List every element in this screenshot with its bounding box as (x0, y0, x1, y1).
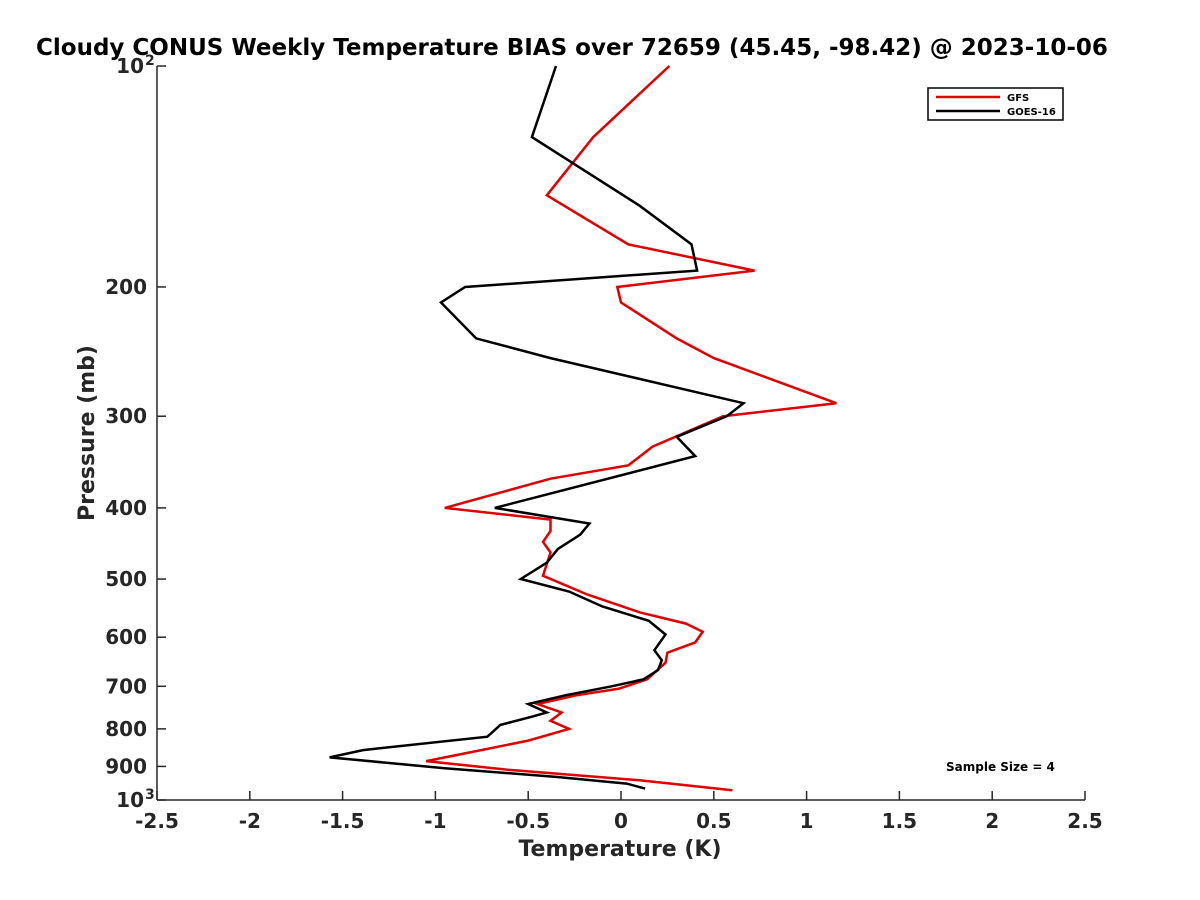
x-tick-label: 0.5 (696, 809, 731, 833)
x-axis-label: Temperature (K) (518, 837, 721, 862)
y-tick-label: 800 (105, 717, 147, 741)
axes-layer: -2.5 -2 -1.5 -1 -0.5 0 0.5 1 1.5 2 2.510 2200300400… (105, 53, 1102, 833)
y-tick-label: 700 (105, 674, 147, 698)
y-tick-label: 600 (105, 625, 147, 649)
legend-label-gfs: GFS (1007, 93, 1029, 104)
x-tick-label: 1.5 (882, 809, 917, 833)
x-tick-label: 0 (614, 809, 628, 833)
x-tick-label: 1 (800, 809, 814, 833)
y-tick-label: 10 (116, 54, 144, 78)
series-line-gfs (425, 65, 837, 792)
y-tick-label: 200 (105, 275, 147, 299)
legend-label-goes16: GOES-16 (1007, 107, 1056, 118)
x-tick-label: -2.5 (135, 809, 179, 833)
x-tick-label: -2 (239, 809, 261, 833)
y-tick-label: 10 (116, 788, 144, 812)
y-tick-label: 500 (105, 567, 147, 591)
series-line-goes-16 (329, 65, 747, 790)
y-tick-exponent: 2 (145, 53, 155, 69)
sample-size-annotation: Sample Size = 4 (946, 760, 1055, 774)
series-layer (329, 65, 837, 792)
y-tick-exponent: 3 (145, 787, 155, 803)
x-tick-label: 2.5 (1067, 809, 1102, 833)
legend-box (927, 87, 1064, 121)
chart-title: Cloudy CONUS Weekly Temperature BIAS ove… (36, 35, 1108, 61)
x-tick-label: -0.5 (506, 809, 550, 833)
x-tick-label: 2 (985, 809, 999, 833)
y-tick-label: 900 (105, 754, 147, 778)
legend: GFS GOES-16 (927, 87, 1064, 121)
y-tick-label: 300 (105, 404, 147, 428)
x-tick-label: -1.5 (321, 809, 365, 833)
y-tick-label: 400 (105, 496, 147, 520)
x-tick-label: -1 (424, 809, 446, 833)
y-axis-label: Pressure (mb) (75, 345, 100, 521)
